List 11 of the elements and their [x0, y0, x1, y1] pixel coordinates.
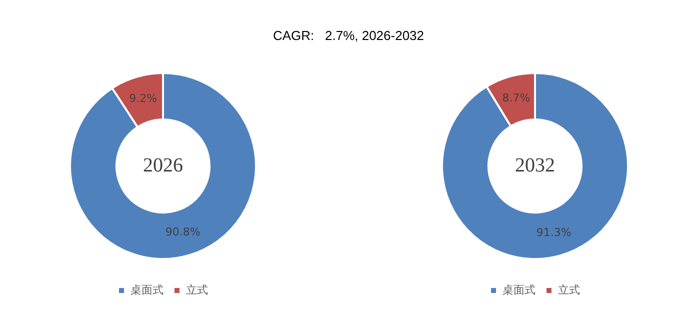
data-label: 8.7% — [502, 92, 530, 105]
text: 2026 — [143, 154, 183, 176]
data-label: 90.8% — [165, 226, 200, 239]
legend-label: 立式 — [186, 283, 208, 296]
text: 2032 — [515, 154, 555, 176]
legend-label: 桌面式 — [130, 283, 164, 296]
legend-label: 桌面式 — [502, 283, 536, 296]
legend-label: 立式 — [558, 283, 580, 296]
text: CAGR: 2.7%, 2026-2032 — [272, 28, 426, 43]
data-label: 9.2% — [129, 92, 158, 105]
data-label: 91.3% — [536, 226, 572, 240]
